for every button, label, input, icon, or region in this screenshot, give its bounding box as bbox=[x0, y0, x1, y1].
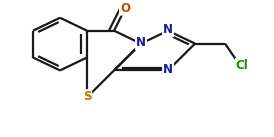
Text: N: N bbox=[163, 63, 173, 76]
Text: N: N bbox=[163, 24, 173, 36]
Text: Cl: Cl bbox=[236, 59, 249, 72]
Text: O: O bbox=[120, 2, 130, 15]
Text: N: N bbox=[136, 36, 146, 49]
Text: S: S bbox=[83, 90, 91, 103]
